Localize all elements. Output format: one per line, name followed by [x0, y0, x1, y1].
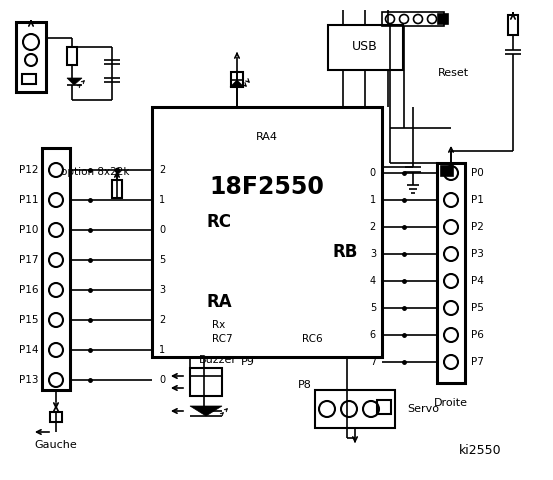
Text: Buzzer: Buzzer — [199, 355, 237, 365]
Bar — [152, 107, 382, 357]
Bar — [328, 25, 403, 70]
Circle shape — [414, 14, 422, 24]
Text: RC: RC — [207, 213, 232, 231]
Text: 2: 2 — [159, 165, 165, 175]
Text: option 8x22k: option 8x22k — [61, 167, 129, 177]
Text: RA4: RA4 — [256, 132, 278, 142]
Text: 0: 0 — [159, 375, 165, 385]
Circle shape — [444, 166, 458, 180]
Circle shape — [444, 193, 458, 207]
Text: RC7: RC7 — [212, 334, 233, 344]
Circle shape — [444, 328, 458, 342]
Text: P13: P13 — [18, 375, 38, 385]
Text: P0: P0 — [471, 168, 484, 178]
Bar — [438, 14, 448, 24]
Bar — [508, 15, 518, 35]
Bar — [22, 74, 36, 84]
Text: ki2550: ki2550 — [458, 444, 502, 456]
Circle shape — [341, 401, 357, 417]
Text: USB: USB — [352, 40, 378, 53]
Text: P3: P3 — [471, 249, 484, 259]
Bar — [231, 72, 243, 87]
Text: 18F2550: 18F2550 — [210, 175, 325, 199]
Polygon shape — [190, 406, 222, 416]
Bar — [382, 12, 444, 26]
Text: P6: P6 — [471, 330, 484, 340]
Circle shape — [319, 401, 335, 417]
Circle shape — [444, 247, 458, 261]
Text: P10: P10 — [19, 225, 38, 235]
Text: Servo: Servo — [407, 404, 439, 414]
Bar — [42, 148, 70, 390]
Circle shape — [444, 274, 458, 288]
Text: 2: 2 — [370, 222, 376, 232]
Bar — [50, 412, 62, 422]
Bar — [190, 368, 222, 396]
Text: P2: P2 — [471, 222, 484, 232]
Text: P5: P5 — [471, 303, 484, 313]
Text: P15: P15 — [18, 315, 38, 325]
Text: P11: P11 — [18, 195, 38, 205]
Text: 3: 3 — [370, 249, 376, 259]
Text: Rx: Rx — [212, 320, 225, 330]
Text: 4: 4 — [370, 276, 376, 286]
Text: P1: P1 — [471, 195, 484, 205]
Text: 0: 0 — [159, 225, 165, 235]
Text: P4: P4 — [471, 276, 484, 286]
Text: P12: P12 — [18, 165, 38, 175]
Text: P8: P8 — [298, 380, 312, 390]
Bar — [67, 47, 77, 65]
Text: P9: P9 — [241, 357, 255, 367]
Polygon shape — [67, 78, 82, 85]
Polygon shape — [230, 80, 244, 87]
Text: 1: 1 — [370, 195, 376, 205]
Text: 2: 2 — [159, 315, 165, 325]
Text: P7: P7 — [471, 357, 484, 367]
Bar — [112, 180, 122, 198]
Circle shape — [25, 54, 37, 66]
Text: Reset: Reset — [437, 68, 468, 78]
Bar — [377, 400, 391, 414]
Circle shape — [49, 223, 63, 237]
Text: RC6: RC6 — [302, 334, 322, 344]
Circle shape — [427, 14, 436, 24]
Bar — [441, 166, 453, 176]
Text: Droite: Droite — [434, 398, 468, 408]
Circle shape — [49, 193, 63, 207]
Circle shape — [49, 253, 63, 267]
Text: P17: P17 — [18, 255, 38, 265]
Text: 5: 5 — [159, 255, 165, 265]
Text: 0: 0 — [370, 168, 376, 178]
Text: 1: 1 — [159, 345, 165, 355]
Circle shape — [49, 163, 63, 177]
Circle shape — [444, 355, 458, 369]
Text: 5: 5 — [370, 303, 376, 313]
Text: P14: P14 — [18, 345, 38, 355]
Text: 3: 3 — [159, 285, 165, 295]
Circle shape — [49, 343, 63, 357]
Circle shape — [385, 14, 394, 24]
Bar — [315, 390, 395, 428]
Circle shape — [444, 220, 458, 234]
Circle shape — [363, 401, 379, 417]
Bar — [16, 22, 46, 92]
Circle shape — [399, 14, 409, 24]
Circle shape — [23, 34, 39, 50]
Text: Gauche: Gauche — [35, 440, 77, 450]
Bar — [437, 163, 465, 383]
Text: RB: RB — [332, 243, 357, 261]
Text: 1: 1 — [159, 195, 165, 205]
Text: P16: P16 — [18, 285, 38, 295]
Circle shape — [49, 283, 63, 297]
Circle shape — [444, 301, 458, 315]
Text: RA: RA — [207, 293, 233, 311]
Text: 6: 6 — [370, 330, 376, 340]
Circle shape — [49, 313, 63, 327]
Text: 7: 7 — [370, 357, 376, 367]
Circle shape — [49, 373, 63, 387]
